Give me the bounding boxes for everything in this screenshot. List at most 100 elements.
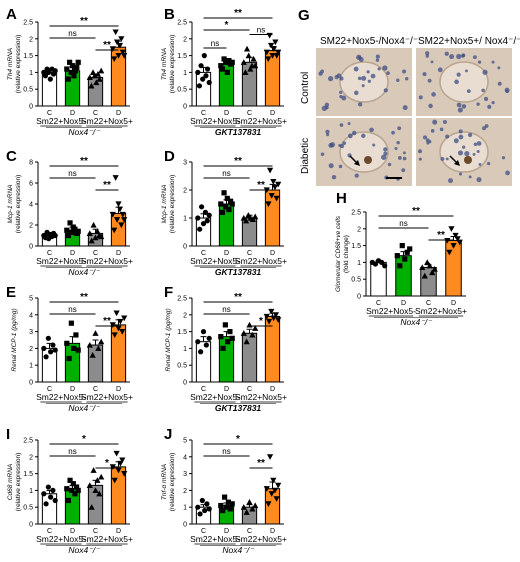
y-axis-label: (relative expression) [15,453,22,512]
y-axis-label: Tnf-α mRNA [161,464,168,500]
data-point [43,354,49,360]
nucleus [361,133,366,139]
data-point [240,504,247,510]
y-tick-label: 2.5 [23,438,33,445]
data-point [113,450,120,457]
data-point [121,315,128,322]
data-point [200,329,207,335]
data-point [121,53,128,59]
data-point [229,335,235,341]
panel-letter: H [336,190,347,207]
bar [445,240,462,297]
nucleus [458,134,464,140]
nucleus [418,149,423,154]
x-tick-label: D [270,110,275,117]
data-point [52,347,58,353]
data-point [69,487,75,493]
chart-panel-J: J 0 1 2 3 4 5 Tnf-α mRNA (relative expression) C D… [161,426,287,555]
data-point [265,56,272,63]
data-point [118,222,125,229]
data-point [52,232,58,239]
data-point [249,505,256,512]
sig-label: ** [80,16,88,27]
col-header-right: SM22+Nox5+/ Nox4⁻/⁻ [418,36,520,47]
data-point [219,209,226,215]
y-tick-label: 0 [183,104,187,111]
data-point [222,322,228,328]
nucleus [449,54,455,60]
data-point [266,167,274,174]
nucleus [326,133,330,137]
x-tick-label: C [47,110,52,117]
nucleus [347,122,351,126]
x-tick-label: C [47,386,52,393]
data-point [243,509,250,515]
data-point [86,482,93,488]
data-point [273,496,280,502]
nucleus [456,53,462,60]
data-point [221,190,227,196]
y-axis-label: Renal MCP-1 (pg/mg) [11,308,18,371]
y-tick-label: 2 [29,454,33,461]
data-point [47,76,53,82]
data-point [65,232,72,239]
y-tick-label: 0.5 [23,505,33,512]
y-tick-label: 1.5 [23,53,33,60]
data-point [52,497,58,504]
data-point [223,59,229,65]
y-axis-label: Mcp-1 mRNA [7,184,14,223]
y-axis-label: Th4 mRNA [161,48,168,80]
data-point [88,82,95,89]
data-point [448,226,455,232]
group-label: Sm22+Nox5+ [235,534,287,544]
data-point [198,63,204,69]
data-point [243,338,250,345]
data-point [112,175,119,181]
data-point [95,345,102,351]
data-point [93,79,100,86]
x-tick-label: C [93,386,98,393]
y-tick-label: 0 [29,104,33,111]
glomerulus [439,61,489,103]
y-tick-label: 2 [183,488,187,495]
y-tick-label: 0 [183,522,187,529]
data-point [73,484,80,490]
nucleus [402,69,407,74]
data-point [242,69,249,75]
nucleus [383,151,388,156]
data-point [275,49,282,56]
data-point [227,329,233,335]
data-point [69,229,75,235]
y-tick-label: 1 [29,488,33,495]
data-point [272,39,279,46]
arrow-icon [354,160,360,166]
y-axis-label: (relative expression) [15,35,22,94]
data-point [268,308,275,315]
data-point [265,201,272,208]
data-point [67,477,73,483]
data-point [229,59,235,65]
genotype-label: GKT137831 [215,127,262,137]
y-axis-label: Th4 mRNA [7,48,14,80]
y-tick-label: 0 [357,294,361,301]
data-point [226,58,232,64]
nucleus [377,67,381,71]
x-tick-label: D [224,250,229,257]
nucleus [418,95,423,100]
data-point [229,201,235,207]
genotype-label: GKT137831 [215,267,262,277]
y-tick-label: 0.5 [177,87,187,94]
group-label: Sm22+Nox5+ [81,116,133,126]
data-point [91,72,98,79]
y-tick-label: 4 [29,312,33,319]
data-point [115,325,122,332]
group-label: Sm22+Nox5+ [235,116,287,126]
data-point [242,217,250,224]
sig-label: ns [222,447,230,456]
y-tick-label: 2 [183,312,187,319]
data-point [221,494,228,500]
nucleus [397,126,402,131]
nucleus [375,58,380,62]
data-point [92,330,99,336]
